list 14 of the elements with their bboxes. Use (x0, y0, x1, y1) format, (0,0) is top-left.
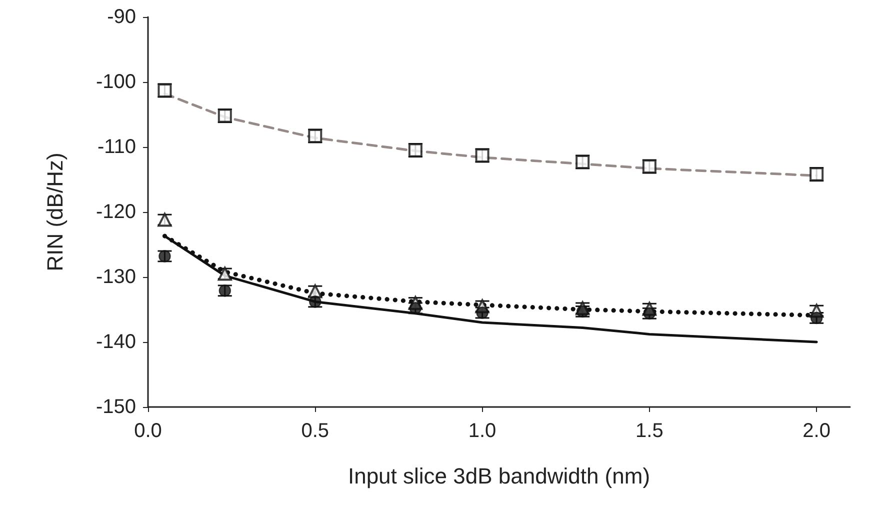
y-tick-label: -130 (96, 266, 136, 288)
y-tick-label: -150 (96, 396, 136, 418)
y-tick-label: -90 (107, 6, 136, 28)
y-tick-label: -140 (96, 331, 136, 353)
y-tick-label: -110 (97, 136, 136, 158)
x-tick-label: 0.0 (134, 420, 162, 442)
y-tick-label: -120 (96, 201, 136, 223)
x-tick-label: 2.0 (802, 420, 830, 442)
y-axis-title: RIN (dB/Hz) (42, 152, 68, 272)
x-axis-title: Input slice 3dB bandwidth (nm) (348, 464, 650, 488)
x-tick-label: 1.0 (468, 420, 496, 442)
x-tick-label: 1.5 (636, 420, 664, 442)
y-tick-label: -100 (96, 71, 136, 93)
x-tick-label: 0.5 (301, 420, 330, 442)
